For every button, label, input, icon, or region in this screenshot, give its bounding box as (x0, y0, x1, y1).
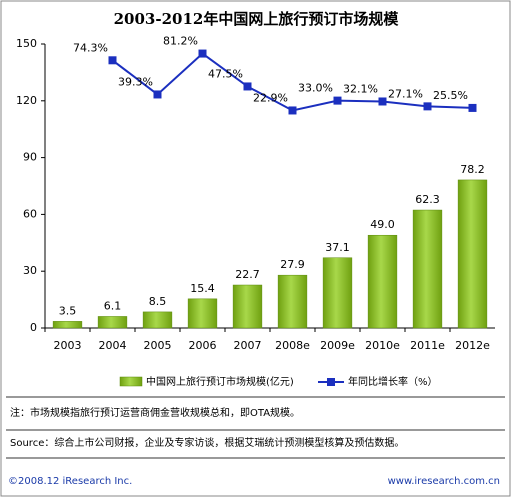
data-label: 49.0 (370, 218, 395, 231)
x-tick-label: 2012e (455, 339, 490, 352)
bar (97, 316, 128, 329)
y-tick-label: 90 (23, 151, 37, 164)
x-tick-label: 2004 (99, 339, 127, 352)
chart-title: 2003-2012年中国网上旅行预订市场规模 (114, 10, 400, 28)
x-tick-label: 2008e (275, 339, 310, 352)
x-tick-label: 2010e (365, 339, 400, 352)
data-label: 37.1 (325, 241, 350, 254)
marker (288, 106, 297, 115)
y-tick-label: 150 (16, 37, 37, 50)
y-tick-label: 60 (23, 207, 37, 220)
bar (457, 179, 488, 329)
x-tick-label: 2009e (320, 339, 355, 352)
bar (367, 234, 398, 329)
bar (412, 209, 443, 329)
bar (322, 257, 353, 329)
marker (378, 97, 387, 106)
data-label: 27.1% (388, 87, 423, 100)
bar (232, 284, 263, 329)
copyright: ©2008.12 iResearch Inc. (8, 476, 132, 487)
note: 注：市场规模指旅行预订运营商佣金营收规模总和，即OTA规模。 (10, 406, 300, 419)
legend-label: 年同比增长率（%） (348, 375, 438, 388)
x-tick-label: 2006 (189, 339, 217, 352)
data-label: 8.5 (149, 295, 167, 308)
website: www.iresearch.com.cn (388, 476, 500, 487)
y-tick-label: 0 (30, 321, 37, 334)
data-label: 39.3% (118, 75, 153, 88)
data-label: 22.7 (235, 268, 260, 281)
data-label: 32.1% (343, 82, 378, 95)
x-tick-label: 2007 (234, 339, 262, 352)
marker (108, 56, 117, 65)
marker (468, 103, 477, 112)
bar (277, 274, 308, 329)
data-label: 33.0% (298, 82, 333, 95)
legend-label: 中国网上旅行预订市场规模(亿元) (146, 375, 294, 388)
line (111, 52, 473, 112)
data-label: 81.2% (163, 35, 198, 48)
marker (153, 90, 162, 99)
y-tick-label: 120 (16, 94, 37, 107)
data-label: 27.9 (280, 258, 305, 271)
legend-swatch (119, 376, 143, 387)
data-label: 47.5% (208, 67, 243, 80)
legend-marker (327, 378, 335, 386)
marker (333, 96, 342, 105)
y-tick-label: 30 (23, 264, 37, 277)
data-label: 78.2 (460, 163, 485, 176)
x-tick-label: 2003 (54, 339, 82, 352)
marker (198, 49, 207, 58)
bar (52, 321, 83, 329)
x-tick-label: 2011e (410, 339, 445, 352)
marker (243, 82, 252, 91)
x-tick-label: 2005 (144, 339, 172, 352)
bar (187, 298, 218, 329)
data-label: 22.9% (253, 91, 288, 104)
data-label: 15.4 (190, 282, 215, 295)
data-label: 3.5 (59, 304, 77, 317)
data-label: 6.1 (104, 299, 122, 312)
data-label: 62.3 (415, 193, 440, 206)
source: Source：综合上市公司财报，企业及专家访谈，根据艾瑞统计预测模型核算及预估数… (10, 436, 404, 449)
marker (423, 102, 432, 111)
data-label: 25.5% (433, 89, 468, 102)
bar (142, 311, 173, 329)
data-label: 74.3% (73, 41, 108, 54)
